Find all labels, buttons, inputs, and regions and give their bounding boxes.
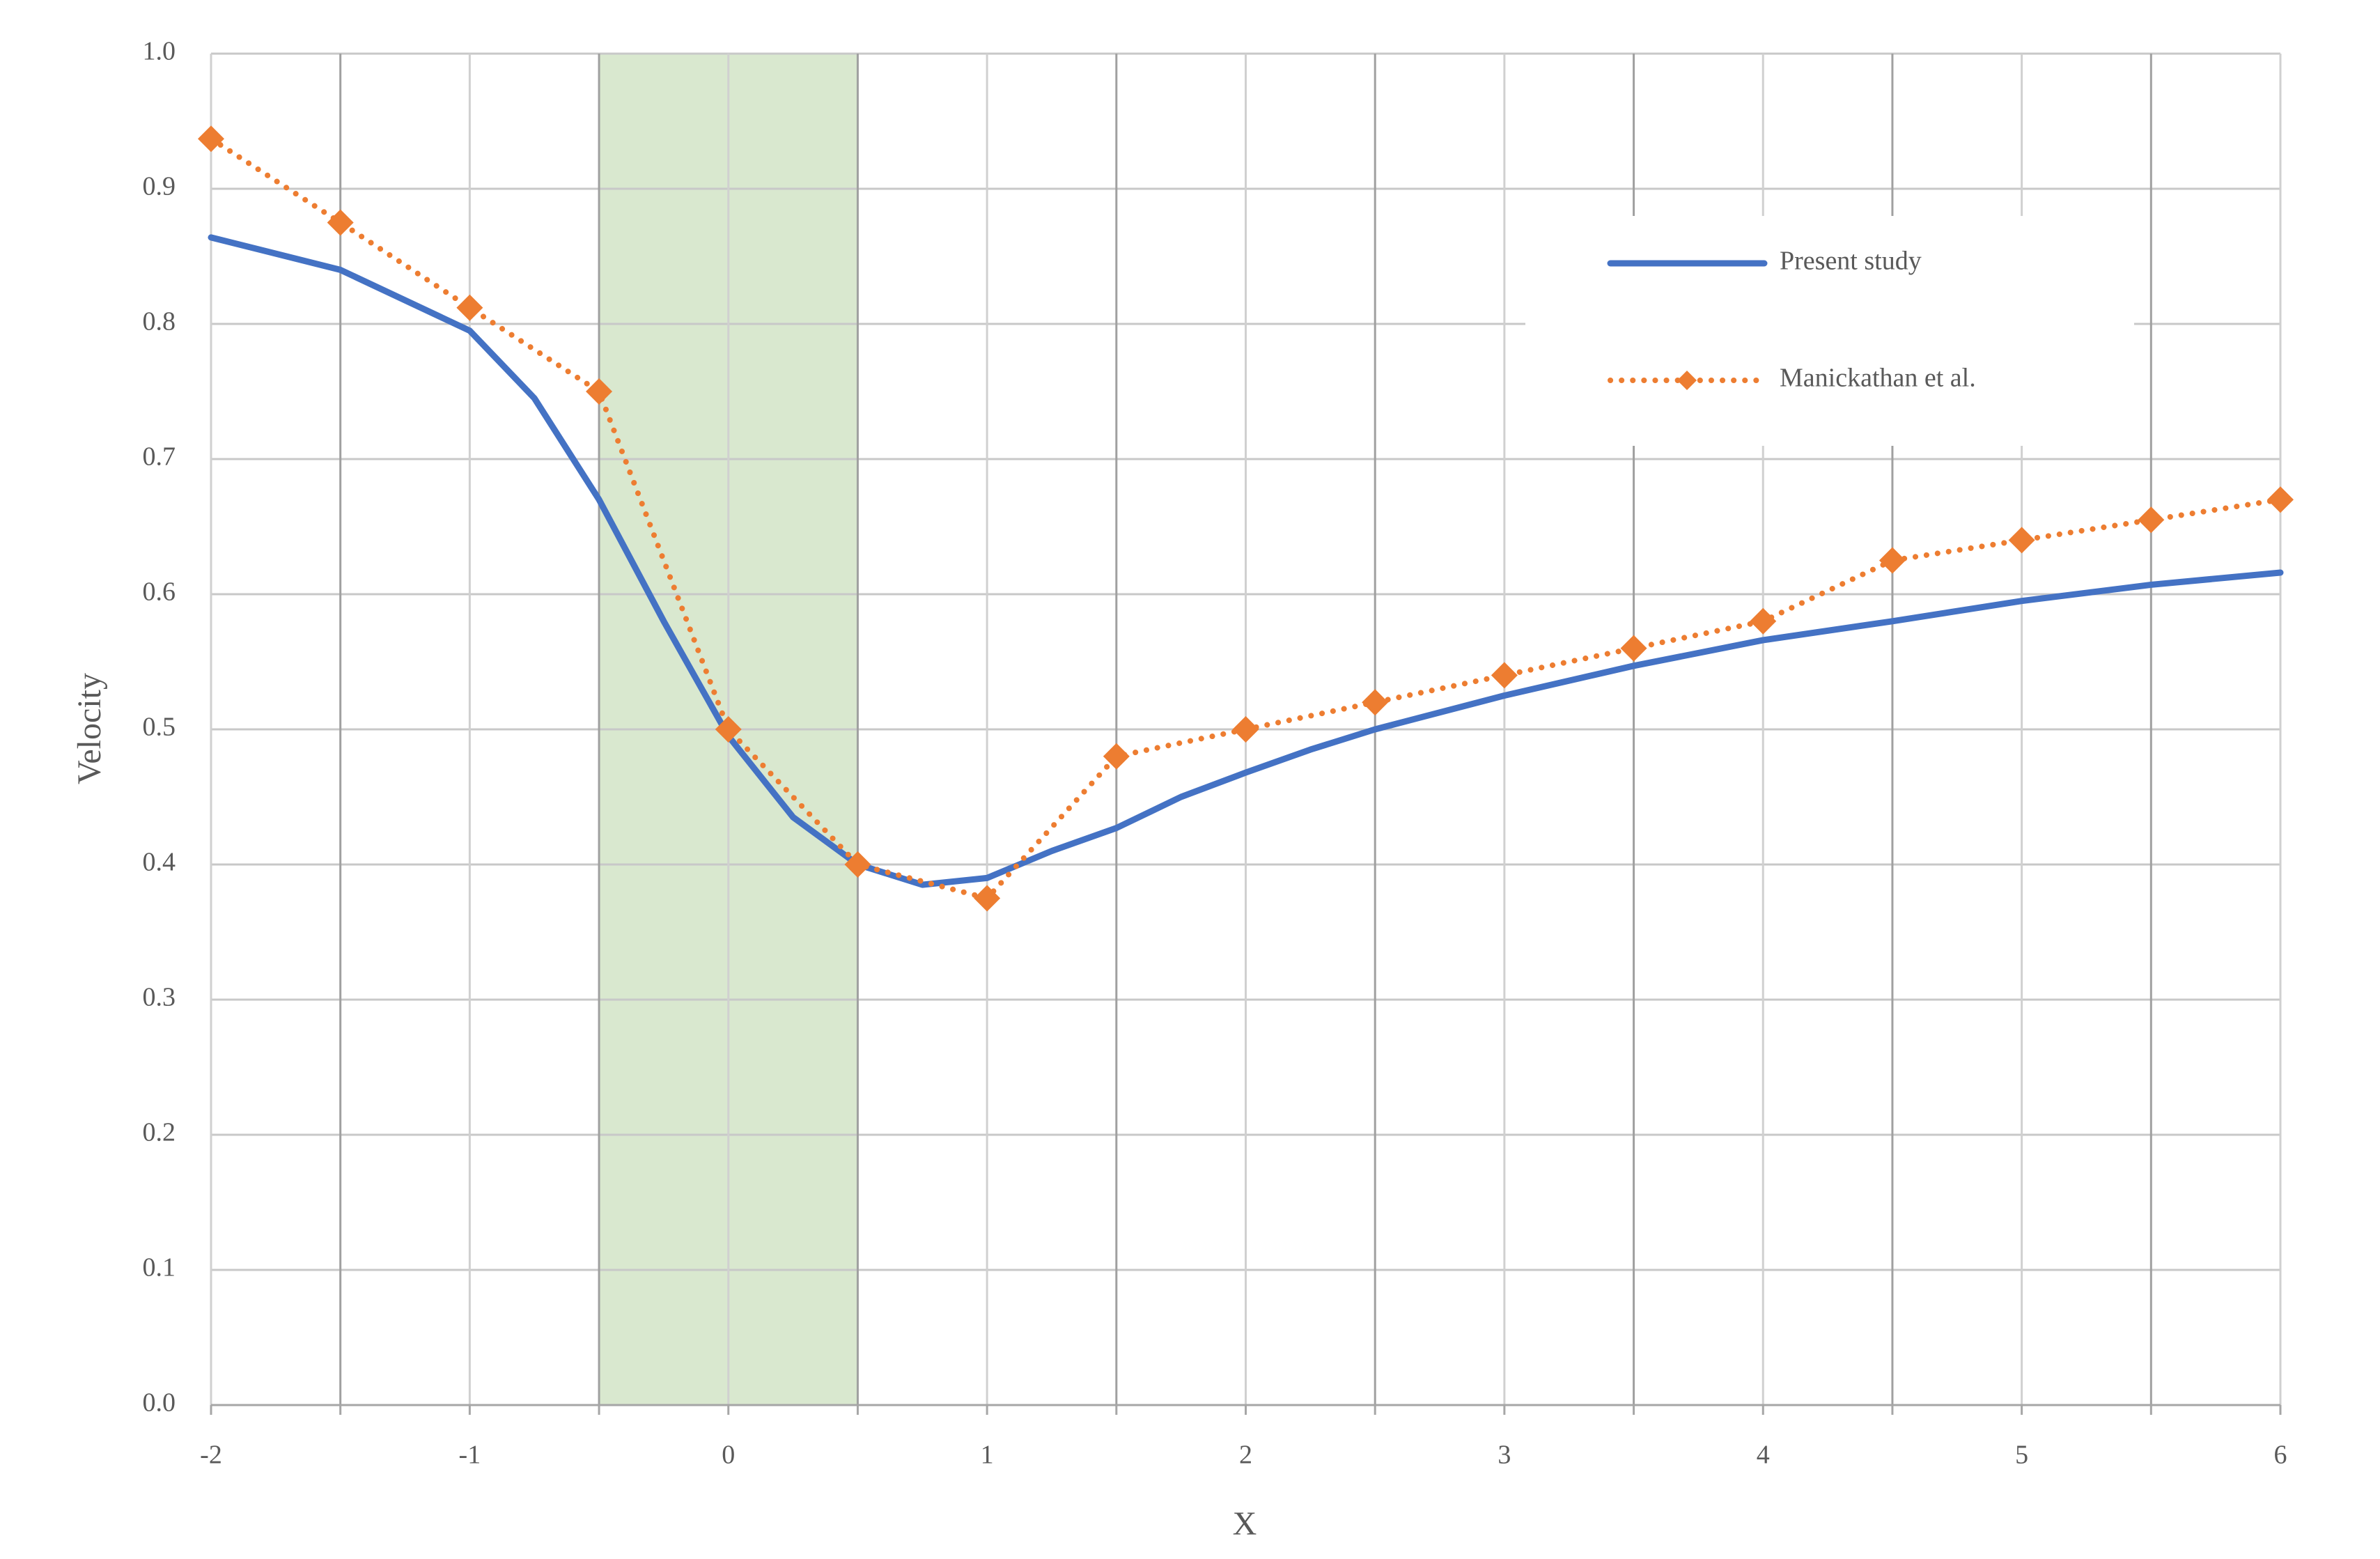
y-tick-label: 0.2 xyxy=(143,1118,176,1147)
x-tick-label: 2 xyxy=(1239,1441,1252,1470)
y-tick-label: 0.9 xyxy=(143,172,176,201)
data-point xyxy=(715,716,742,743)
x-tick-label: 1 xyxy=(981,1441,994,1470)
y-tick-label: 0.0 xyxy=(143,1388,176,1418)
x-tick-label: -1 xyxy=(459,1441,481,1470)
data-point xyxy=(1750,607,1777,635)
legend-box xyxy=(1525,216,2134,446)
data-point xyxy=(2008,527,2035,554)
legend-label: Manickathan et al. xyxy=(1780,364,1976,393)
x-tick-label: 6 xyxy=(2274,1441,2287,1470)
x-tick-label: -2 xyxy=(200,1441,222,1470)
data-point xyxy=(2267,486,2294,513)
x-tick-label: 5 xyxy=(2015,1441,2028,1470)
data-point xyxy=(2138,506,2165,534)
y-axis-title: Velocity xyxy=(71,673,108,784)
legend-label: Present study xyxy=(1780,247,1922,276)
y-tick-label: 0.5 xyxy=(143,713,176,742)
x-tick-label: 4 xyxy=(1757,1441,1770,1470)
data-point xyxy=(1620,635,1647,662)
legend: Present study Manickathan et al. xyxy=(1525,216,2134,446)
y-tick-label: 1.0 xyxy=(143,37,176,66)
y-tick-label: 0.8 xyxy=(143,307,176,336)
data-point xyxy=(456,294,483,321)
x-tick-label: 3 xyxy=(1498,1441,1511,1470)
data-point xyxy=(844,851,871,878)
series-line xyxy=(208,234,2284,888)
data-point xyxy=(198,125,224,153)
data-point xyxy=(327,209,354,236)
data-point xyxy=(1491,662,1518,689)
y-tick-label: 0.6 xyxy=(143,577,176,607)
y-tick-label: 0.1 xyxy=(143,1253,176,1282)
data-point xyxy=(1362,689,1389,716)
y-tick-label: 0.7 xyxy=(143,442,176,472)
data-point xyxy=(1879,547,1906,574)
data-point xyxy=(1103,743,1130,770)
data-point xyxy=(1232,716,1259,743)
data-point xyxy=(586,378,613,405)
x-axis-title: X xyxy=(1233,1505,1257,1542)
legend-marker xyxy=(1677,371,1697,390)
y-tick-label: 0.4 xyxy=(143,848,176,877)
x-tick-label: 0 xyxy=(722,1441,735,1470)
data-point xyxy=(974,885,1001,912)
y-tick-label: 0.3 xyxy=(143,983,176,1012)
